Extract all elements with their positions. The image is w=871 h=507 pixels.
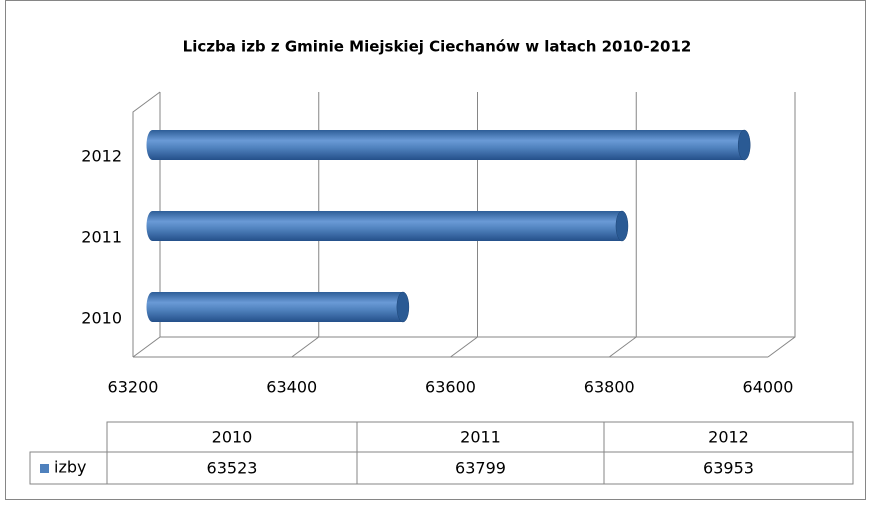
x-tick-label: 63600 — [425, 378, 476, 397]
bar — [146, 292, 409, 322]
table-header: 2010 — [212, 428, 253, 447]
table-header: 2011 — [460, 428, 501, 447]
x-tick-label: 63800 — [584, 378, 635, 397]
table-value: 63523 — [207, 459, 258, 478]
legend-key — [40, 464, 49, 473]
y-tick-label: 2011 — [81, 228, 122, 247]
x-tick-label: 64000 — [743, 378, 794, 397]
left-wall — [132, 91, 161, 357]
chart-title: Liczba izb z Gminie Miejskiej Ciechanów … — [183, 38, 692, 56]
bar — [146, 211, 628, 241]
table-header: 2012 — [708, 428, 749, 447]
table-value: 63799 — [455, 459, 506, 478]
bar-cap — [737, 129, 751, 161]
y-tick-label: 2012 — [81, 147, 122, 166]
bar-cap — [396, 291, 410, 323]
x-tick-label: 63400 — [266, 378, 317, 397]
y-tick-label: 2010 — [81, 309, 122, 328]
legend-label: izby — [54, 458, 86, 477]
table-value: 63953 — [703, 459, 754, 478]
x-tick-label: 63200 — [108, 378, 159, 397]
chart-border — [5, 0, 866, 500]
table-data-row — [29, 451, 854, 485]
bar-cap — [615, 210, 629, 242]
bar — [146, 130, 751, 160]
